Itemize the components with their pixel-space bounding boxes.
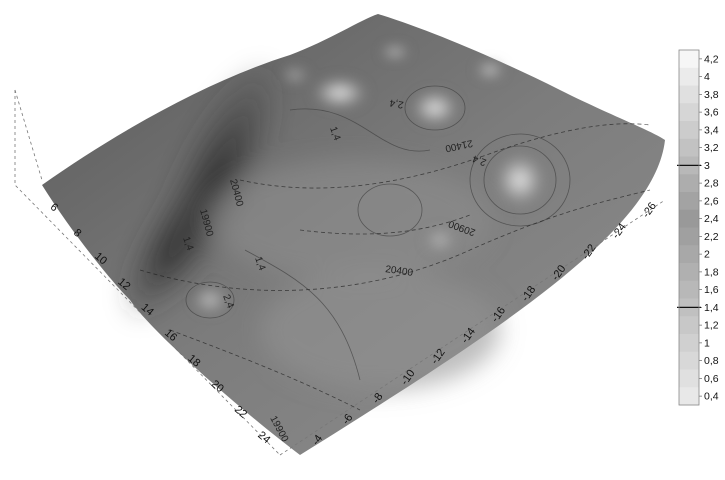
back-axis-line (14, 89, 43, 181)
surface-mesh (42, 14, 665, 455)
colorbar-swatch (679, 192, 699, 211)
colorbar-label: 4 (704, 71, 710, 83)
contour-label: 2,4 (471, 152, 488, 167)
colorbar-swatch (679, 316, 699, 335)
colorbar-label: 1 (704, 337, 710, 349)
colorbar-swatch (679, 334, 699, 353)
colorbar-label: 2,4 (704, 213, 719, 225)
colorbar-label: 0,8 (704, 355, 719, 367)
colorbar-swatch (679, 174, 699, 193)
colorbar-label: 2,2 (704, 231, 719, 243)
colorbar-swatch (679, 209, 699, 228)
surface-peaks (192, 46, 546, 314)
colorbar-swatch (679, 227, 699, 246)
bottom-axis-tick-label: -26 (640, 200, 659, 220)
colorbar-label: 2 (704, 249, 710, 261)
colorbar-swatch (679, 85, 699, 104)
colorbar-label: 3,8 (704, 89, 719, 101)
colorbar-label: 1,2 (704, 320, 719, 332)
colorbar-swatch (679, 121, 699, 140)
colorbar-label: 1,6 (704, 284, 719, 296)
colorbar-swatch (679, 67, 699, 86)
colorbar-swatch (679, 369, 699, 388)
surface-shading (122, 60, 500, 390)
colorbar-label: 0,6 (704, 373, 719, 385)
colorbar-label: 3,6 (704, 107, 719, 119)
colorbar-swatch (679, 263, 699, 282)
contour-label: 1,4 (252, 255, 267, 272)
colorbar-label: 3,2 (704, 142, 719, 154)
colorbar-swatch (679, 387, 699, 406)
colorbar-label: 3 (704, 160, 710, 172)
contour-label: 2,4 (220, 293, 236, 310)
left-axis-line (14, 90, 281, 456)
bottom-axis-line (279, 199, 666, 456)
axis-box (14, 89, 666, 456)
colorbar-swatch (679, 245, 699, 264)
colorbar-label: 2,6 (704, 195, 719, 207)
colorbar-label: 4,2 (704, 53, 719, 65)
contour-label: 2,4 (388, 97, 404, 110)
colorbar-label: 3,4 (704, 124, 719, 136)
colorbar-swatch (679, 103, 699, 122)
colorbar-label: 1,8 (704, 266, 719, 278)
contour-label: 20400 (385, 264, 415, 279)
colorbar: 4,2 4 3,8 3,6 3,4 3,2 3 2,8 2,6 2,4 2,2 2 1,8 1,6 1,4 1… (677, 49, 719, 406)
contour-label: 1,4 (327, 125, 342, 142)
colorbar-label: 2,8 (704, 178, 719, 190)
colorbar-swatch (679, 351, 699, 370)
colorbar-swatch (679, 280, 699, 299)
colorbar-frame (678, 49, 700, 406)
colorbar-swatch (679, 50, 699, 69)
colorbar-label: 1,4 (704, 302, 719, 314)
contour-label: 1,4 (180, 235, 195, 252)
left-axis-tick-label: 24 (255, 429, 272, 446)
contour-lines (185, 85, 571, 381)
colorbar-label: 0,4 (704, 391, 719, 403)
dashed-contours (139, 123, 651, 411)
colorbar-swatch (679, 138, 699, 157)
